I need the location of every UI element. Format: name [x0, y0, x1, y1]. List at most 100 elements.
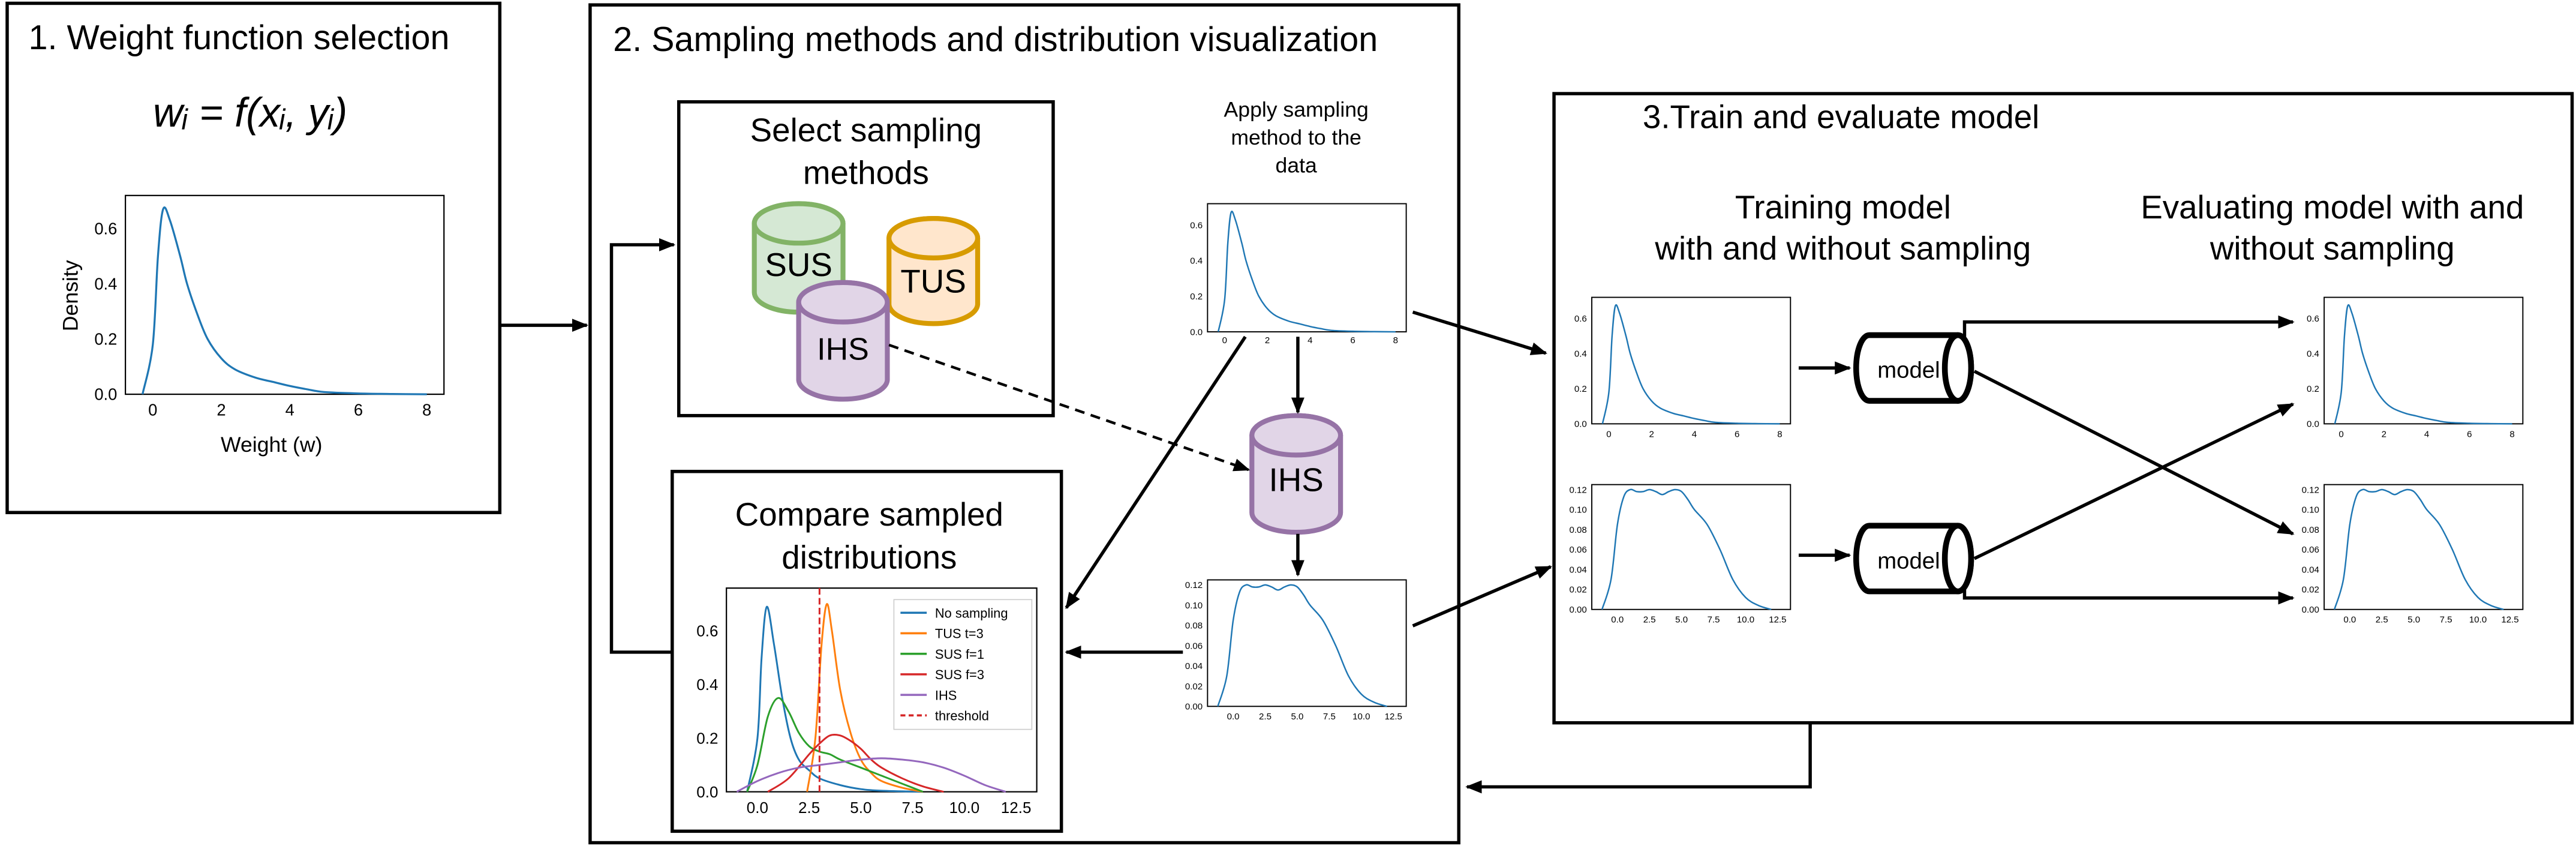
x-tick-label: 8	[2509, 429, 2514, 439]
y-tick-label: 0.6	[2307, 314, 2319, 324]
y-tick-label: 0.04	[1185, 661, 1203, 671]
x-tick-label: 2	[2382, 429, 2386, 439]
y-tick-label: 0.10	[2302, 505, 2319, 515]
x-tick-labels: 0.0 2.5 5.0 7.5 10.0 12.5	[1227, 712, 1402, 722]
model-top: model	[1853, 332, 1974, 404]
legend-frame	[893, 599, 1033, 730]
y-tick-label: 0.4	[1190, 256, 1203, 266]
x-tick-label: 5.0	[1675, 615, 1688, 625]
y-tick-label: 0.00	[1185, 702, 1203, 712]
arrow-model-bottom-to-eval-flat	[1962, 589, 2295, 605]
x-tick-label: 4	[1692, 429, 1697, 439]
eval-flat-plot: 0.0 2.5 5.0 7.5 10.0 12.5 0.000.020.040.060.0…	[2302, 484, 2524, 625]
train-heading-line2: with and without sampling	[1654, 230, 2031, 267]
x-tick-label: 0.0	[747, 799, 768, 817]
x-tick-label: 10.0	[2469, 615, 2487, 625]
x-tick-label: 6	[1350, 335, 1355, 346]
apply-line2: method to the	[1231, 125, 1361, 149]
x-tick-labels: 0 2 4 6 8	[148, 401, 431, 419]
y-tick-label: 0.6	[696, 622, 718, 640]
arrow-skewed-to-train	[1412, 310, 1547, 355]
legend-label: SUS f=1	[935, 647, 984, 662]
x-tick-label: 0.0	[1227, 712, 1240, 722]
x-tick-label: 6	[1735, 429, 1739, 439]
panel-sampling: 2. Sampling methods and distribution vis…	[588, 3, 1460, 845]
legend-label: IHS	[935, 688, 957, 703]
x-axis-label: Weight (w)	[221, 433, 322, 457]
y-tick-labels: 0.0 0.2 0.4 0.6	[1574, 314, 1587, 430]
panel-train-evaluate: 3.Train and evaluate model Training mode…	[1552, 92, 2574, 725]
x-tick-label: 10.0	[949, 799, 980, 817]
y-tick-label: 0.06	[1185, 641, 1203, 651]
y-tick-label: 0.08	[1569, 525, 1586, 535]
select-sampling-box: Select sampling methods SUS TUS IHS	[677, 100, 1055, 418]
x-tick-label: 5.0	[1291, 712, 1303, 722]
eval-heading-line1: Evaluating model with and	[2141, 188, 2524, 226]
y-tick-label: 0.2	[2307, 384, 2319, 394]
input-distribution-plot: 0 2 4 6 8 0.0 0.2 0.4 0.6	[1190, 203, 1407, 346]
arrow-flat-to-train	[1412, 565, 1553, 628]
sus-label: SUS	[765, 246, 832, 283]
panel-weight-function: 1. Weight function selection wᵢ = f(xᵢ, …	[5, 1, 502, 514]
panel3-title: 3.Train and evaluate model	[1643, 98, 2039, 136]
eval-heading-line2: without sampling	[2210, 230, 2455, 267]
x-tick-label: 2	[217, 401, 226, 419]
x-tick-label: 8	[1777, 429, 1782, 439]
y-tick-labels: 0.0 0.2 0.4 0.6	[696, 622, 718, 801]
weight-density-plot: Density Weight (w) 0 2 4 6 8 0.0 0.2 0.4 0.6	[59, 194, 445, 457]
y-tick-labels: 0.00 0.02 0.04 0.06 0.08 0.10 0.12	[1569, 485, 1586, 615]
y-tick-label: 0.4	[2307, 349, 2319, 359]
tus-cylinder: TUS	[886, 216, 981, 326]
y-tick-label: 0.2	[94, 330, 117, 349]
legend-label: No sampling	[935, 605, 1008, 620]
eval-skewed-plot: 0 2 4 6 8 0.0 0.2 0.4 0.6	[2307, 296, 2524, 439]
x-tick-label: 2	[1649, 429, 1654, 439]
x-tick-label: 8	[422, 401, 431, 419]
x-tick-label: 10.0	[1737, 615, 1754, 625]
y-tick-label: 0.08	[1185, 621, 1203, 631]
legend-label: TUS t=3	[935, 626, 984, 641]
x-tick-label: 4	[285, 401, 294, 419]
y-tick-label: 0.12	[1185, 580, 1203, 590]
train-flat-curve	[1601, 488, 1772, 610]
compare-title-line1: Compare sampled	[735, 496, 1003, 533]
y-tick-labels: 0.00 0.02 0.04 0.06 0.08 0.10 0.12	[1185, 580, 1203, 712]
y-tick-labels: 0.00 0.02 0.04 0.06 0.08 0.10 0.12	[2302, 485, 2319, 615]
x-tick-labels: 0 2 4 6 8	[2338, 429, 2514, 439]
x-tick-label: 8	[1393, 335, 1398, 346]
x-tick-label: 5.0	[2407, 615, 2420, 625]
feedback-loop-arrow	[609, 238, 676, 654]
ihs-center-label: IHS	[1269, 461, 1324, 499]
select-title-line1: Select sampling	[750, 111, 982, 148]
x-tick-label: 4	[1307, 335, 1312, 346]
x-tick-label: 7.5	[902, 799, 924, 817]
x-tick-label: 7.5	[1708, 615, 1720, 625]
x-tick-label: 0.0	[2343, 615, 2356, 625]
y-tick-label: 0.2	[1574, 384, 1587, 394]
ihs-label: IHS	[817, 332, 869, 367]
y-tick-label: 0.02	[1569, 585, 1586, 595]
compare-plot: 0.0 2.5 5.0 7.5 10.0 12.5 0.0 0.2 0.4 0.6 No sam…	[696, 587, 1038, 817]
y-tick-label: 0.0	[2307, 419, 2319, 430]
arrow-model-top-to-eval-skew	[1962, 315, 2295, 337]
y-tick-label: 0.02	[2302, 585, 2319, 595]
y-tick-label: 0.0	[94, 385, 117, 404]
x-tick-label: 12.5	[2501, 615, 2518, 625]
x-tick-label: 6	[2467, 429, 2472, 439]
y-tick-label: 0.0	[696, 783, 718, 801]
y-tick-label: 0.4	[696, 676, 718, 694]
y-tick-label: 0.4	[1574, 349, 1587, 359]
x-tick-label: 0.0	[1611, 615, 1624, 625]
legend-label: SUS f=3	[935, 667, 984, 682]
x-tick-label: 12.5	[1001, 799, 1032, 817]
compare-series-tus-t-3	[806, 603, 924, 793]
ihs-cylinder: IHS	[796, 280, 890, 402]
compare-curves	[736, 588, 1006, 793]
model-bottom: model	[1853, 523, 1974, 595]
x-tick-label: 7.5	[2440, 615, 2452, 625]
y-tick-labels: 0.0 0.2 0.4 0.6	[1190, 220, 1203, 337]
apply-sampling-label: Apply sampling method to the data	[1224, 97, 1369, 177]
x-tick-label: 5.0	[850, 799, 871, 817]
y-tick-label: 0.6	[1574, 314, 1587, 324]
